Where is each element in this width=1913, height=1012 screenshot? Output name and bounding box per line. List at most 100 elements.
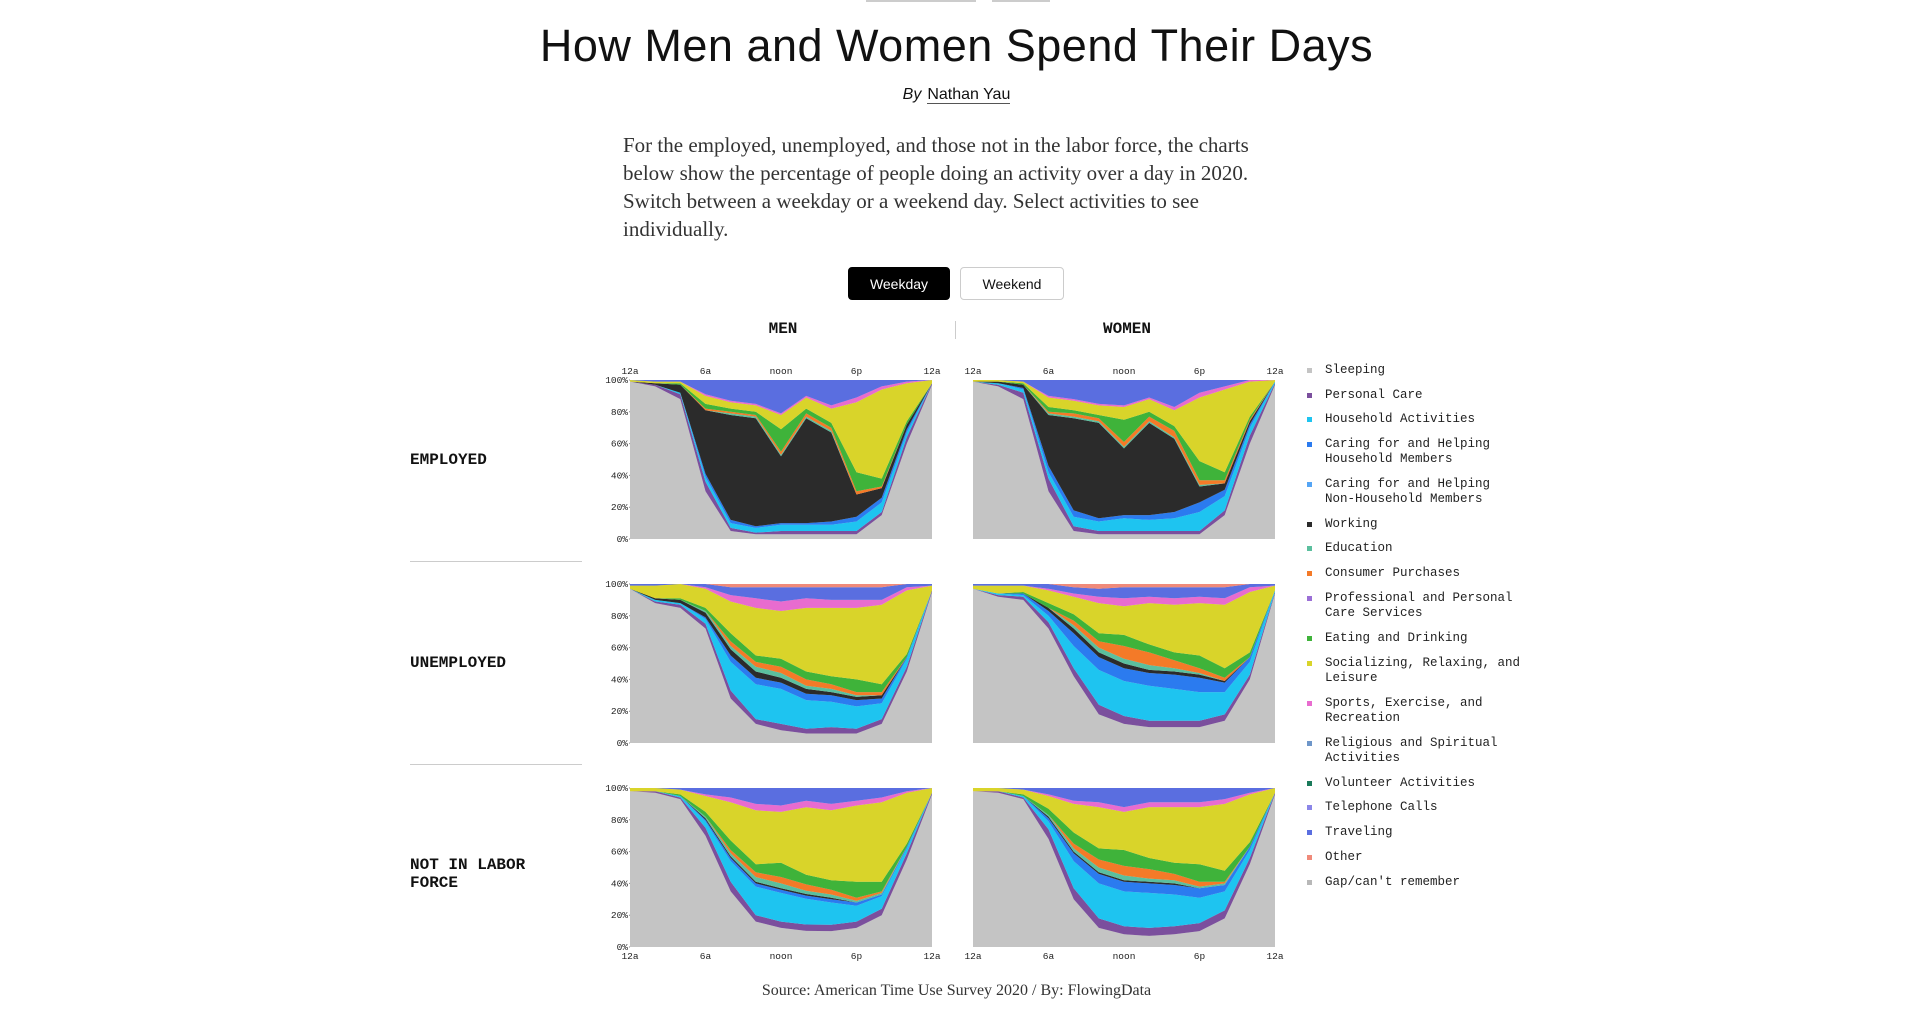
y-tick-label: 20%	[611, 910, 628, 921]
x-tick-label: 6p	[851, 366, 863, 377]
y-tick-label: 60%	[611, 439, 628, 450]
legend-item[interactable]: Traveling	[1305, 825, 1393, 840]
area-series	[630, 584, 932, 611]
legend-label: Gap/can't remember	[1325, 875, 1461, 889]
legend-swatch	[1307, 661, 1312, 666]
author-link[interactable]: Nathan Yau	[927, 86, 1011, 104]
source-note: Source: American Time Use Survey 2020 / …	[761, 982, 1152, 999]
legend-label: Other	[1325, 850, 1363, 864]
area-series	[630, 584, 932, 602]
area-series	[630, 588, 932, 729]
legend-swatch	[1307, 880, 1312, 885]
legend-item[interactable]: Caring for and Helping Non-Household Mem…	[1305, 477, 1525, 507]
byline-prefix: By	[902, 86, 922, 103]
area-series	[630, 788, 932, 806]
legend-swatch	[1307, 596, 1312, 601]
y-tick-label: 100%	[605, 375, 628, 386]
legend-swatch	[1307, 781, 1312, 786]
legend-item[interactable]: Socializing, Relaxing, and Leisure	[1305, 656, 1525, 686]
legend-item[interactable]: Other	[1305, 850, 1363, 865]
legend-swatch	[1307, 701, 1312, 706]
legend-item[interactable]: Professional and Personal Care Services	[1305, 591, 1525, 621]
column-header-men: MEN	[768, 320, 798, 338]
legend-item[interactable]: Religious and Spiritual Activities	[1305, 736, 1525, 766]
area-series	[630, 588, 932, 697]
area-series	[630, 791, 932, 898]
y-tick-label: 20%	[611, 706, 628, 717]
legend-swatch	[1307, 393, 1312, 398]
y-tick-label: 0%	[617, 534, 629, 545]
legend-item[interactable]: Eating and Drinking	[1305, 631, 1468, 646]
area-series	[630, 791, 932, 925]
legend-swatch	[1307, 546, 1312, 551]
legend-item[interactable]: Sleeping	[1305, 363, 1385, 378]
legend-label: Education	[1325, 541, 1393, 555]
area-series	[973, 791, 1275, 889]
legend-item[interactable]: Gap/can't remember	[1305, 875, 1460, 890]
area-series	[973, 788, 1275, 808]
x-tick-label: noon	[770, 366, 793, 377]
x-tick-label: 12a	[964, 951, 981, 962]
legend-item[interactable]: Sports, Exercise, and Recreation	[1305, 696, 1525, 726]
area-series	[973, 381, 1275, 519]
area-series	[973, 585, 1275, 669]
y-tick-label: 60%	[611, 847, 628, 858]
area-series	[630, 788, 932, 882]
y-tick-label: 60%	[611, 643, 628, 654]
legend-label: Traveling	[1325, 825, 1393, 839]
area-series	[630, 791, 932, 906]
y-tick-label: 20%	[611, 502, 628, 513]
legend-swatch	[1307, 830, 1312, 835]
area-series	[630, 381, 932, 539]
legend-item[interactable]: Volunteer Activities	[1305, 776, 1475, 791]
legend-item[interactable]: Telephone Calls	[1305, 800, 1438, 815]
legend-label: Volunteer Activities	[1325, 776, 1476, 790]
area-series	[973, 588, 1275, 678]
area-series	[973, 585, 1275, 607]
legend-swatch	[1307, 368, 1312, 373]
weekend-button[interactable]: Weekend	[960, 267, 1064, 300]
legend-item[interactable]: Education	[1305, 541, 1393, 556]
legend-item[interactable]: Working	[1305, 517, 1378, 532]
area-series	[630, 380, 932, 479]
x-tick-label: noon	[770, 951, 793, 962]
x-tick-label: 6a	[1043, 366, 1055, 377]
area-series	[973, 791, 1275, 882]
area-series	[973, 588, 1275, 683]
x-tick-label: noon	[1113, 366, 1136, 377]
legend-label: Caring for and Helping Non-Household Mem…	[1325, 477, 1491, 506]
column-divider	[955, 321, 956, 339]
y-tick-label: 0%	[617, 942, 629, 953]
x-tick-label: 6p	[1194, 951, 1206, 962]
legend-label: Religious and Spiritual Activities	[1325, 736, 1498, 765]
legend-swatch	[1307, 636, 1312, 641]
x-tick-label: 12a	[1266, 951, 1283, 962]
legend-swatch	[1307, 482, 1312, 487]
area-series	[973, 381, 1275, 539]
x-tick-label: 6p	[851, 951, 863, 962]
x-tick-label: 12a	[621, 366, 638, 377]
legend-item[interactable]: Consumer Purchases	[1305, 566, 1460, 581]
y-tick-label: 0%	[617, 738, 629, 749]
y-tick-label: 100%	[605, 579, 628, 590]
legend-item[interactable]: Household Activities	[1305, 412, 1475, 427]
area-series	[973, 588, 1275, 681]
area-series	[973, 791, 1275, 947]
area-panel: 100%80%60%40%20%0%12a 6a noon 6p 12a	[605, 783, 941, 962]
legend-swatch	[1307, 571, 1312, 576]
area-series	[630, 791, 932, 903]
legend-swatch	[1307, 442, 1312, 447]
legend-label: Sleeping	[1325, 363, 1386, 377]
row-label-unemployed: UNEMPLOYED	[410, 654, 507, 672]
area-series	[973, 588, 1275, 693]
x-tick-label: 6a	[1043, 951, 1055, 962]
area-series	[973, 788, 1275, 871]
legend-item[interactable]: Caring for and Helping Household Members	[1305, 437, 1525, 467]
legend-swatch	[1307, 417, 1312, 422]
row-divider	[410, 561, 582, 562]
weekday-button[interactable]: Weekday	[848, 267, 950, 300]
area-series	[630, 380, 932, 414]
legend-label: Working	[1325, 517, 1378, 531]
legend-item[interactable]: Personal Care	[1305, 388, 1423, 403]
